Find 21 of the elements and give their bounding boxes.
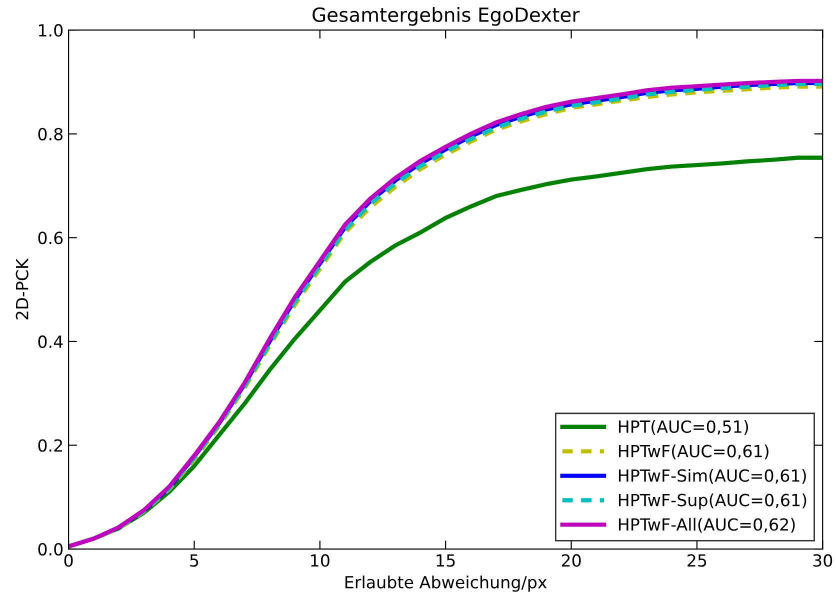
x-tick-label: 5: [190, 554, 198, 567]
legend-label: HPTwF-Sim(AUC=0,61): [618, 468, 806, 484]
y-tick-label: 0.8: [38, 128, 63, 140]
y-tick-label: 0.6: [38, 232, 63, 244]
y-tick-label: 1.0: [39, 24, 63, 37]
y-tick-label: 0.2: [38, 439, 62, 452]
x-tick-label: 25: [688, 554, 706, 567]
chart-title: Gesamtergebnis EgoDexter: [312, 6, 580, 26]
legend-label: HPTwF-Sup(AUC=0,61): [618, 493, 806, 510]
legend-label: HPTwF(AUC=0,61): [618, 444, 768, 460]
y-axis-title: 2D-PCK: [16, 258, 28, 320]
x-tick-label: 10: [311, 554, 330, 567]
y-tick-label: 0.4: [38, 335, 63, 348]
x-tick-label: 30: [813, 554, 832, 567]
x-tick-label: 0: [64, 554, 73, 567]
x-tick-label: 20: [562, 554, 581, 567]
legend-label: HPT(AUC=0,51): [618, 420, 748, 435]
y-tick-label: 0.0: [38, 542, 63, 556]
x-tick-label: 15: [436, 554, 455, 567]
x-axis-title: Erlaubte Abweichung/px: [346, 576, 547, 592]
legend-label: HPTwF-All(AUC=0,62): [618, 518, 795, 533]
